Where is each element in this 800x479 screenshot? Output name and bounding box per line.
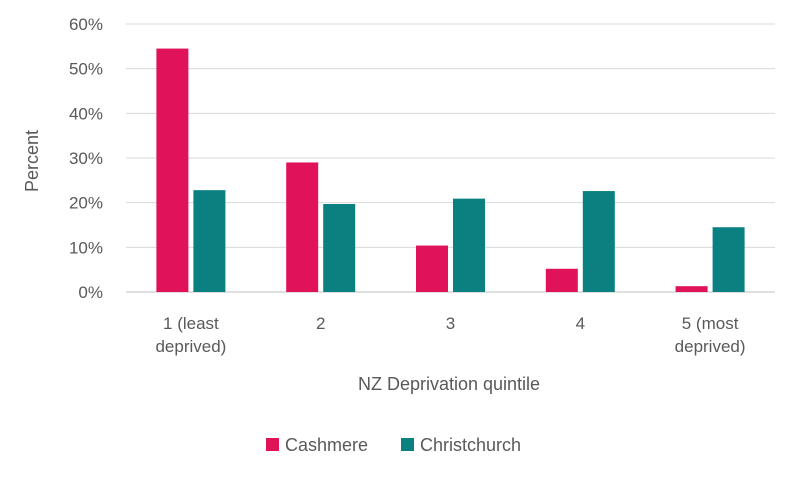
legend-swatch [401, 438, 414, 451]
bar-cashmere-4 [545, 268, 578, 292]
legend-label: Christchurch [420, 435, 521, 455]
bar-christchurch-2 [323, 204, 356, 292]
legend-item-christchurch: Christchurch [401, 435, 521, 455]
y-tick-labels: 0% 10% 20% 30% 40% 50% 60% [69, 15, 103, 302]
y-axis-title: Percent [22, 130, 42, 192]
x-axis-title: NZ Deprivation quintile [358, 374, 540, 394]
bars [156, 48, 745, 292]
gridlines [126, 23, 775, 293]
legend-swatch [266, 438, 279, 451]
legend-item-cashmere: Cashmere [266, 435, 368, 455]
y-tick-label: 50% [69, 60, 103, 79]
bar-cashmere-3 [416, 245, 448, 292]
x-tick-label: 5 (most deprived) [675, 314, 746, 356]
y-tick-label: 10% [69, 238, 103, 257]
x-tick-label: 4 [576, 314, 585, 333]
legend: Cashmere Christchurch [266, 435, 521, 455]
bar-cashmere-2 [286, 162, 319, 292]
bar-christchurch-3 [453, 198, 485, 292]
bar-cashmere-1 [156, 48, 189, 292]
bar-christchurch-4 [582, 191, 615, 292]
y-tick-label: 60% [69, 15, 103, 34]
x-tick-label: 1 (least deprived) [155, 314, 226, 356]
x-tick-label: 3 [446, 314, 455, 333]
y-tick-label: 20% [69, 194, 103, 213]
bar-cashmere-5 [675, 286, 708, 292]
y-tick-label: 40% [69, 104, 103, 123]
y-tick-label: 0% [78, 283, 103, 302]
bar-christchurch-5 [712, 227, 745, 292]
y-tick-label: 30% [69, 149, 103, 168]
bar-christchurch-1 [193, 190, 226, 292]
x-tick-labels: 1 (least deprived) 2 3 4 5 (most deprived) [155, 314, 745, 356]
legend-label: Cashmere [285, 435, 368, 455]
x-tick-label: 2 [316, 314, 325, 333]
